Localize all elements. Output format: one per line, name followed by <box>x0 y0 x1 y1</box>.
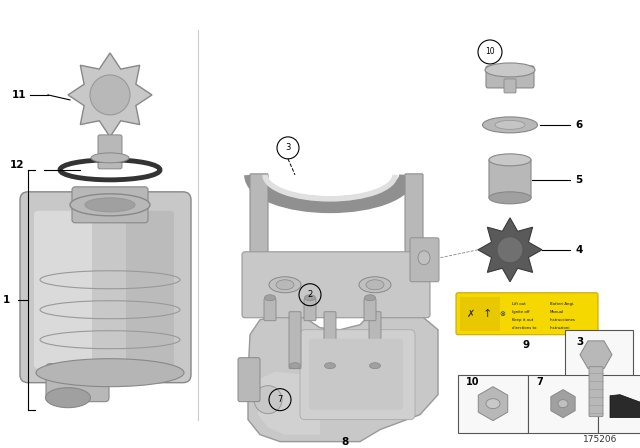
FancyBboxPatch shape <box>369 312 381 369</box>
FancyBboxPatch shape <box>98 135 122 169</box>
Polygon shape <box>610 395 640 418</box>
Ellipse shape <box>289 363 301 369</box>
Circle shape <box>497 237 523 263</box>
Text: 1: 1 <box>3 295 10 305</box>
Ellipse shape <box>305 295 316 301</box>
Text: 9: 9 <box>522 340 529 350</box>
Text: ⊗: ⊗ <box>499 311 505 317</box>
Bar <box>458 375 528 433</box>
Text: 12: 12 <box>10 160 24 170</box>
Text: 5: 5 <box>575 175 582 185</box>
Bar <box>598 375 640 433</box>
Text: 7: 7 <box>536 377 543 387</box>
Text: 8: 8 <box>341 437 349 447</box>
Ellipse shape <box>418 251 430 265</box>
FancyBboxPatch shape <box>405 174 423 266</box>
Text: 11: 11 <box>12 90 26 100</box>
FancyBboxPatch shape <box>504 79 516 93</box>
FancyBboxPatch shape <box>72 187 148 223</box>
FancyBboxPatch shape <box>486 66 534 88</box>
Text: ✗: ✗ <box>467 309 475 319</box>
FancyBboxPatch shape <box>324 312 336 369</box>
Text: ↑: ↑ <box>483 309 492 319</box>
Text: Keep it out: Keep it out <box>512 318 533 322</box>
FancyBboxPatch shape <box>46 364 109 402</box>
FancyBboxPatch shape <box>309 339 403 409</box>
Ellipse shape <box>91 153 129 163</box>
FancyBboxPatch shape <box>238 358 260 402</box>
Ellipse shape <box>558 400 568 408</box>
FancyBboxPatch shape <box>242 252 430 318</box>
FancyBboxPatch shape <box>410 238 439 282</box>
Text: 3: 3 <box>285 143 291 152</box>
Ellipse shape <box>366 280 384 290</box>
Text: 4: 4 <box>575 245 582 255</box>
FancyBboxPatch shape <box>300 330 415 420</box>
Ellipse shape <box>85 198 135 212</box>
Text: Instruzioni: Instruzioni <box>550 326 570 330</box>
Ellipse shape <box>489 154 531 166</box>
FancyBboxPatch shape <box>34 211 92 369</box>
Text: 10: 10 <box>466 377 479 387</box>
Text: 2: 2 <box>307 290 312 299</box>
Ellipse shape <box>486 399 500 409</box>
Polygon shape <box>478 218 542 282</box>
Text: 175206: 175206 <box>583 435 617 444</box>
Ellipse shape <box>36 359 184 387</box>
Polygon shape <box>68 53 152 137</box>
Text: Instrucciones: Instrucciones <box>550 318 576 322</box>
Text: Manual: Manual <box>550 310 564 314</box>
FancyBboxPatch shape <box>264 299 276 321</box>
FancyBboxPatch shape <box>456 293 598 335</box>
FancyBboxPatch shape <box>250 174 268 266</box>
Ellipse shape <box>365 295 376 301</box>
FancyBboxPatch shape <box>364 299 376 321</box>
FancyBboxPatch shape <box>304 299 316 321</box>
Text: 10: 10 <box>485 47 495 56</box>
Ellipse shape <box>264 295 275 301</box>
Ellipse shape <box>276 280 294 290</box>
Bar <box>565 330 633 430</box>
FancyBboxPatch shape <box>126 211 174 369</box>
Ellipse shape <box>359 277 391 293</box>
FancyBboxPatch shape <box>20 192 191 383</box>
Polygon shape <box>258 372 320 435</box>
Text: 6: 6 <box>575 120 582 130</box>
FancyBboxPatch shape <box>489 160 531 198</box>
Ellipse shape <box>254 386 282 414</box>
Text: 3: 3 <box>576 337 583 347</box>
Ellipse shape <box>369 363 381 369</box>
Circle shape <box>90 75 130 115</box>
Bar <box>528 375 598 433</box>
Text: Lift out: Lift out <box>512 302 525 306</box>
FancyBboxPatch shape <box>589 367 603 417</box>
Ellipse shape <box>485 63 535 77</box>
FancyBboxPatch shape <box>460 297 500 331</box>
Ellipse shape <box>489 192 531 204</box>
Ellipse shape <box>70 194 150 216</box>
FancyBboxPatch shape <box>289 312 301 369</box>
Ellipse shape <box>269 277 301 293</box>
Polygon shape <box>248 310 438 442</box>
Ellipse shape <box>45 388 90 408</box>
Text: 7: 7 <box>277 395 283 404</box>
Ellipse shape <box>495 121 525 129</box>
Ellipse shape <box>483 117 538 133</box>
Text: directions to: directions to <box>512 326 536 330</box>
Text: Batteri Angi.: Batteri Angi. <box>550 302 574 306</box>
Text: Ignite off: Ignite off <box>512 310 530 314</box>
Ellipse shape <box>324 363 335 369</box>
